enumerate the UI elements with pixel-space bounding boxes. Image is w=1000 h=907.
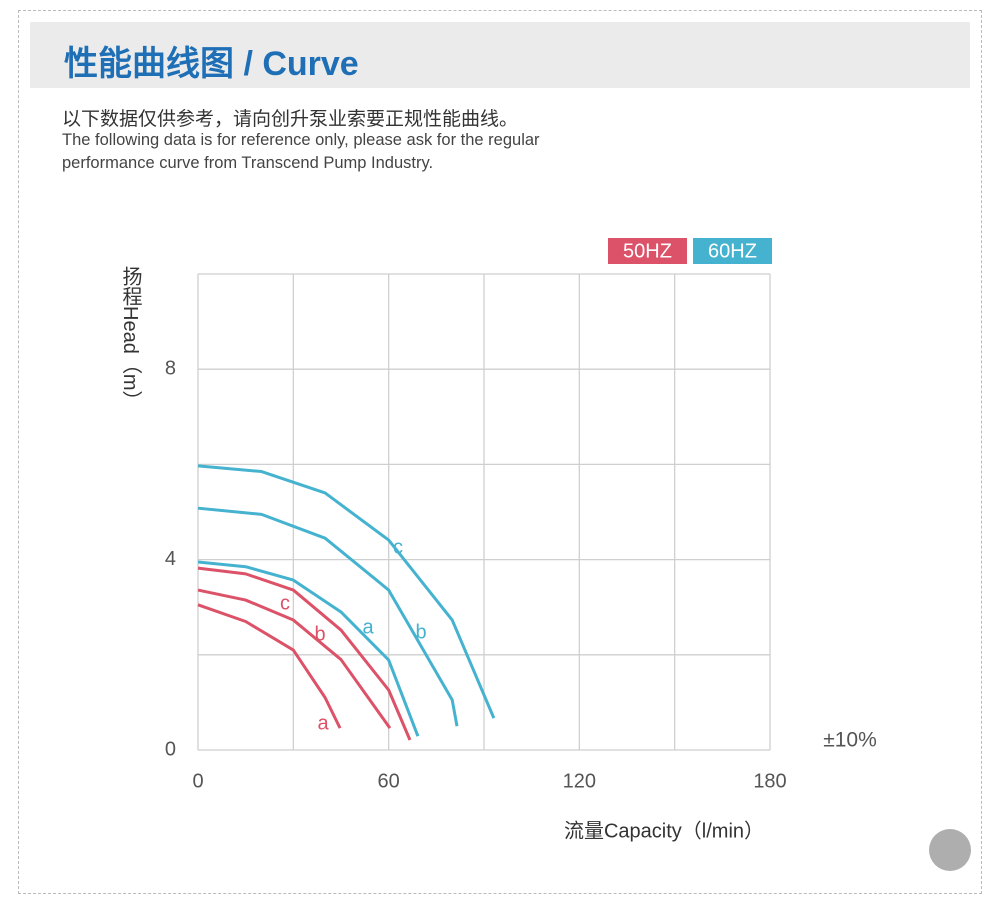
- curve-label: c: [393, 536, 403, 558]
- curve-label: b: [314, 623, 325, 645]
- intro-zh: 以下数据仅供参考，请向创升泵业索要正规性能曲线。: [62, 109, 519, 130]
- intro-en: The following data is for reference only…: [62, 131, 540, 149]
- y-tick-label: 4: [165, 548, 176, 570]
- legend-label: 60HZ: [708, 240, 757, 262]
- curve: [197, 566, 412, 741]
- curve-label: c: [280, 592, 290, 614]
- curve: [197, 588, 392, 729]
- scroll-top-button[interactable]: [929, 829, 971, 871]
- x-tick-label: 60: [378, 770, 400, 792]
- curve: [197, 464, 496, 719]
- curve-label: a: [362, 616, 374, 638]
- legend-label: 50HZ: [623, 240, 672, 262]
- x-tick-label: 0: [192, 770, 203, 792]
- frame: [18, 10, 982, 894]
- curve: [197, 603, 342, 729]
- title: 性能曲线图 / Curve: [64, 45, 359, 83]
- x-tick-label: 180: [753, 770, 786, 792]
- legend-swatch: [608, 238, 687, 264]
- note: ±10%: [823, 729, 877, 752]
- y-axis-title: 扬程Head（m）: [119, 266, 141, 411]
- y-tick-label: 0: [165, 738, 176, 760]
- curve: [197, 506, 459, 727]
- intro-en: performance curve from Transcend Pump In…: [62, 154, 434, 172]
- y-tick-label: 8: [165, 357, 176, 379]
- x-tick-label: 120: [563, 770, 596, 792]
- curve-label: b: [415, 621, 426, 643]
- curve-label: a: [317, 712, 329, 734]
- curve: [197, 560, 420, 737]
- x-axis-title: 流量Capacity（l/min）: [564, 819, 764, 842]
- header-bar: 性能曲线图 / Curve: [30, 22, 970, 88]
- legend-swatch: [693, 238, 772, 264]
